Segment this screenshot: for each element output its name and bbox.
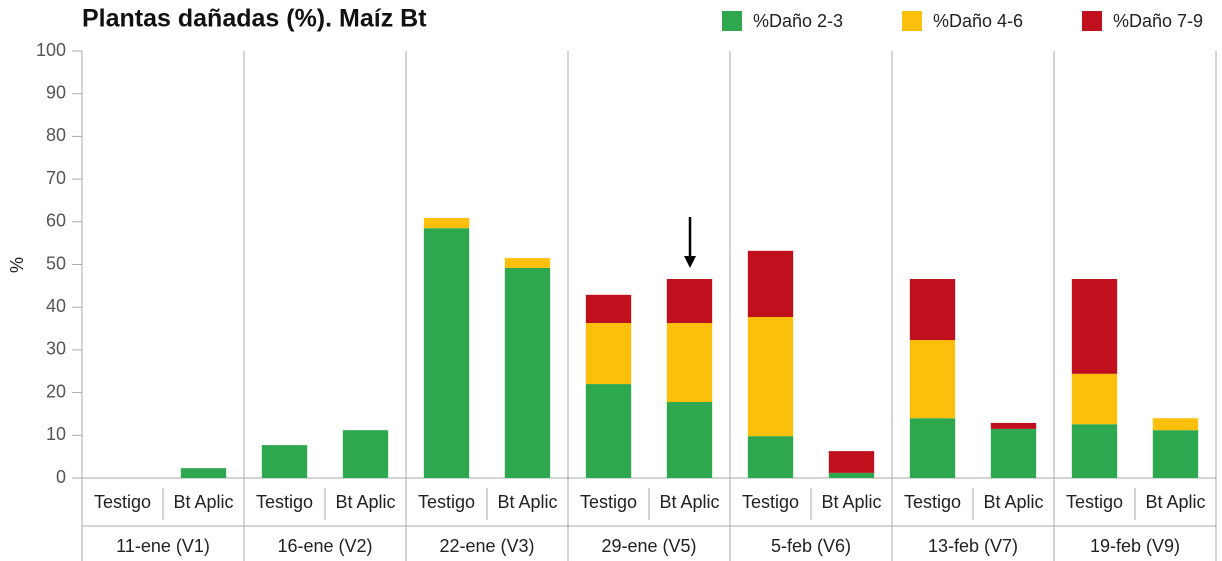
x-tick-label: Bt Aplic — [983, 492, 1043, 512]
bar-segment — [666, 322, 713, 402]
group-label: 16-ene (V2) — [277, 536, 372, 556]
bar-segment — [990, 422, 1037, 429]
y-tick-label: 60 — [46, 211, 66, 231]
y-tick-label: 80 — [46, 125, 66, 145]
bar-segment — [666, 401, 713, 478]
x-tick-label: Bt Aplic — [821, 492, 881, 512]
bar-segment — [1071, 373, 1118, 425]
bar-segment — [828, 472, 875, 478]
bar-segment — [585, 384, 632, 478]
bar-segment — [180, 468, 227, 478]
group-label: 19-feb (V9) — [1090, 536, 1180, 556]
bar-segment — [585, 322, 632, 385]
x-tick-label: Testigo — [256, 492, 313, 512]
y-tick-label: 90 — [46, 82, 66, 102]
bar-segment — [342, 430, 389, 478]
x-tick-label: Testigo — [742, 492, 799, 512]
bar-segment — [747, 250, 794, 318]
x-tick-label: Bt Aplic — [335, 492, 395, 512]
bar-segment — [585, 294, 632, 323]
legend-swatch — [722, 11, 742, 31]
chart-title: Plantas dañadas (%). Maíz Bt — [82, 5, 427, 33]
y-tick-label: 40 — [46, 296, 66, 316]
annotation-arrow — [684, 217, 696, 268]
bar-segment — [504, 258, 551, 268]
bar-segment — [990, 428, 1037, 478]
bar-segment — [828, 451, 875, 473]
y-tick-label: 100 — [36, 40, 66, 60]
group-label: 22-ene (V3) — [439, 536, 534, 556]
y-tick-label: 50 — [46, 253, 66, 273]
bar-segment — [1071, 279, 1118, 374]
bar-segment — [666, 279, 713, 323]
group-label: 11-ene (V1) — [116, 536, 210, 556]
bar-segment — [747, 317, 794, 437]
x-tick-label: Bt Aplic — [659, 492, 719, 512]
x-tick-label: Bt Aplic — [1145, 492, 1205, 512]
x-tick-label: Testigo — [94, 492, 151, 512]
y-axis-label: % — [7, 257, 27, 273]
group-label: 13-feb (V7) — [928, 536, 1018, 556]
legend-swatch — [902, 11, 922, 31]
y-tick-label: 10 — [46, 424, 66, 444]
y-tick-label: 20 — [46, 381, 66, 401]
legend-swatch — [1082, 11, 1102, 31]
bar-segment — [909, 279, 956, 341]
y-tick-label: 30 — [46, 339, 66, 359]
x-tick-label: Testigo — [1066, 492, 1123, 512]
bar-segment — [1071, 424, 1118, 478]
bar-segment — [423, 228, 470, 478]
y-tick-label: 0 — [56, 467, 66, 487]
bar-segment — [909, 418, 956, 478]
x-tick-label: Testigo — [580, 492, 637, 512]
x-tick-label: Testigo — [904, 492, 961, 512]
bar-segment — [1152, 430, 1199, 478]
bar-segment — [1152, 418, 1199, 431]
legend-label: %Daño 7-9 — [1113, 11, 1203, 31]
group-label: 5-feb (V6) — [771, 536, 851, 556]
bar-segment — [504, 267, 551, 478]
x-tick-label: Bt Aplic — [497, 492, 557, 512]
group-label: 29-ene (V5) — [601, 536, 696, 556]
legend-label: %Daño 2-3 — [753, 11, 843, 31]
bar-segment — [747, 436, 794, 478]
x-tick-label: Testigo — [418, 492, 475, 512]
y-tick-label: 70 — [46, 168, 66, 188]
bar-segment — [909, 340, 956, 419]
bar-segment — [423, 217, 470, 229]
bar-segment — [261, 445, 308, 478]
x-tick-label: Bt Aplic — [173, 492, 233, 512]
legend-label: %Daño 4-6 — [933, 11, 1023, 31]
